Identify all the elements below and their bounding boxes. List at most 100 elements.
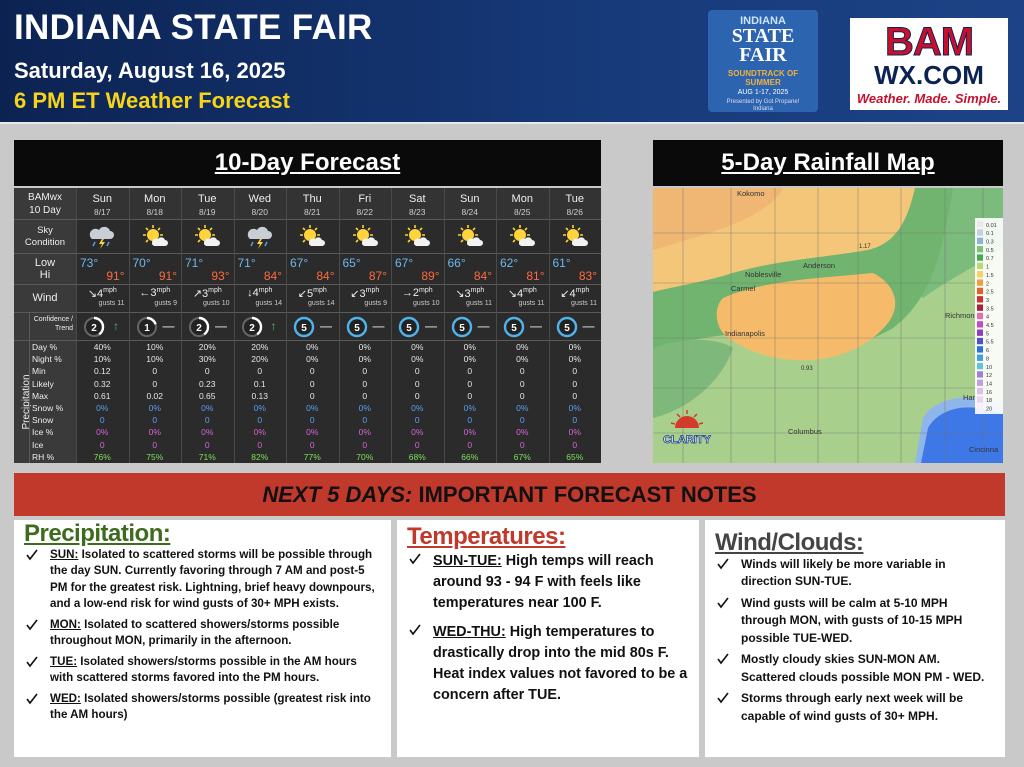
precip-value: 0%: [463, 427, 476, 438]
sun: [461, 229, 474, 241]
low-temp: 70°: [132, 256, 151, 270]
rain-zone: [921, 407, 1003, 463]
wind-value: 3: [150, 287, 157, 299]
legend-label: 10: [986, 365, 992, 371]
precip-value: 0: [519, 439, 525, 450]
cloud: [204, 237, 221, 246]
check: [717, 597, 729, 608]
cloud: [466, 237, 483, 246]
wind-direction: ←: [139, 287, 151, 299]
wind-speed: ↘3mph: [444, 287, 497, 301]
row-label: Ice %: [32, 427, 54, 438]
column-divider: [391, 188, 392, 463]
logo-name: BAM: [884, 20, 974, 64]
precip-value: 0%: [96, 427, 109, 438]
row-label: Likely: [32, 378, 54, 389]
note-list: SUN-TUE: High temps will reach around 93…: [407, 551, 689, 706]
legend: 0.01 0.1 0.3 0.5 0.7 1 1.5 2 2.5 3 3.5 4 4.5 5 5.5 6 8 10…: [975, 218, 1003, 414]
precip-value: 0: [362, 390, 368, 401]
column-heading: Wind/Clouds:: [715, 529, 864, 556]
confidence-cell: 5: [496, 313, 549, 341]
day-date: 8/23: [408, 207, 426, 217]
sky-cell: [339, 220, 392, 254]
legend-label: 0.01: [986, 223, 997, 229]
wind-unit: mph: [156, 287, 171, 294]
precip-value: 0%: [568, 427, 581, 438]
wind-value: 3: [464, 288, 471, 300]
note-item: Mostly cloudy skies SUN-MON AM. Scattere…: [715, 651, 995, 686]
high-temp: 91°: [158, 269, 177, 283]
sky-cell: [496, 220, 549, 254]
confidence-cell: 2: [76, 313, 129, 341]
precip-value: 0%: [306, 403, 319, 413]
weather-icon: [510, 225, 536, 246]
note-lead: WED-THU:: [433, 624, 506, 640]
day-date: 8/18: [146, 207, 164, 217]
confidence-ring: 2: [241, 316, 262, 338]
low-temp: 67°: [290, 256, 309, 270]
precip-value: 0%: [463, 403, 476, 413]
precip-value: 0%: [358, 354, 371, 365]
trend: ↑: [270, 319, 277, 333]
cloud: [247, 226, 272, 239]
check-icon: [26, 549, 38, 560]
precip-value: 0: [362, 439, 368, 450]
legend-label: 3: [986, 298, 989, 304]
column-divider: [443, 188, 445, 463]
wind-speed: →2mph: [391, 287, 444, 301]
wind-direction: →: [401, 287, 413, 299]
rain-zone: [716, 273, 896, 361]
precip-value: 0%: [148, 427, 161, 438]
wind-gusts: gusts 11: [466, 300, 492, 307]
precip-value: 0: [204, 366, 210, 377]
legend-label: 3.5: [986, 306, 994, 312]
legend-label: 0.1: [986, 231, 994, 237]
precip-value: 0%: [568, 342, 581, 352]
row-label: Snow: [32, 415, 54, 426]
wind-unit: mph: [470, 287, 485, 294]
high-temp: 91°: [106, 269, 125, 283]
place-label: Indianapolis: [725, 329, 765, 338]
wind-direction: ↙: [297, 288, 307, 300]
note-item: SUN: Isolated to scattered storms will b…: [24, 547, 381, 613]
precip-value: 0.13: [251, 390, 269, 401]
check-icon: [409, 553, 421, 565]
precip-value: 68%: [408, 451, 426, 462]
banner-lead: NEXT 5 DAYS:: [262, 482, 413, 507]
column-divider: [496, 188, 497, 463]
logo-site: WX.COM: [874, 60, 984, 90]
precip-value: 0: [519, 378, 525, 389]
legend-swatch: [977, 279, 983, 286]
title: INDIANA STATE FAIR: [14, 8, 373, 47]
confidence-level: 5: [406, 323, 412, 334]
legend-swatch: [977, 387, 983, 395]
check: [717, 558, 729, 569]
wind-unit: mph: [313, 287, 327, 294]
legend-label: 6: [986, 348, 989, 354]
note-lead: MON:: [50, 617, 81, 631]
row-label: Hi: [39, 269, 51, 281]
precip-value: 0: [572, 390, 578, 401]
confidence-cell: 5: [549, 313, 602, 341]
precip-value: 0%: [516, 427, 529, 438]
confidence-ring: 5: [398, 316, 420, 338]
precip-value: 77%: [303, 451, 321, 462]
precip-value: 0%: [358, 342, 371, 352]
day-name: Tue: [197, 193, 217, 205]
confidence-ring: 2: [83, 316, 105, 338]
logo-line: FAIR: [739, 44, 787, 66]
wind-value: 4: [516, 288, 524, 300]
precip-value: 0%: [568, 403, 581, 413]
ring-level: [241, 316, 262, 338]
legend-swatch: [977, 371, 983, 378]
wind-value: 3: [201, 288, 209, 300]
legend-swatch: [977, 379, 983, 386]
cloud: [361, 237, 378, 246]
high-temp: 81°: [526, 269, 545, 283]
legend-swatch: [977, 221, 983, 228]
check: [409, 624, 421, 636]
sun: [199, 229, 212, 241]
confidence-level: 2: [196, 323, 202, 334]
wind-speed: ↘4mph: [496, 287, 549, 301]
column-divider: [181, 188, 182, 463]
